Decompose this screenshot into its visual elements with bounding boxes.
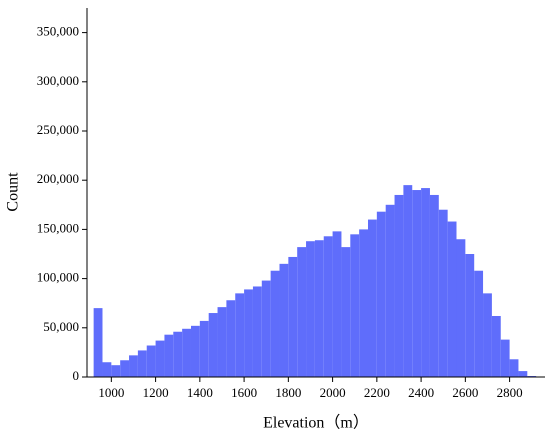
bar [465, 254, 475, 377]
bar [270, 270, 280, 377]
bar [297, 247, 307, 377]
bar [509, 359, 519, 377]
bar [314, 240, 324, 377]
y-tick-label: 300,000 [37, 73, 79, 88]
bar [235, 293, 245, 377]
y-tick-label: 250,000 [37, 122, 79, 137]
bar [261, 280, 271, 377]
bar [367, 219, 377, 377]
x-tick-label: 1600 [231, 385, 257, 400]
y-tick-label: 350,000 [37, 24, 79, 39]
bar [474, 270, 484, 377]
bar [102, 362, 112, 377]
bar [447, 221, 457, 377]
bar [164, 334, 174, 377]
y-tick-label: 50,000 [43, 319, 79, 334]
x-tick-label: 2200 [364, 385, 390, 400]
bar [120, 360, 130, 377]
bar [306, 241, 315, 377]
bar [518, 371, 528, 377]
bar [288, 256, 298, 377]
bar [403, 185, 413, 377]
bar [252, 286, 262, 377]
bar [491, 315, 501, 377]
bar [208, 313, 218, 377]
x-tick-label: 2000 [320, 385, 346, 400]
bar [146, 345, 156, 377]
bar [438, 209, 448, 377]
bar [226, 300, 236, 377]
bar [376, 211, 386, 377]
x-tick-label: 2800 [497, 385, 523, 400]
bar [500, 339, 510, 377]
bar [217, 307, 227, 377]
bar [332, 231, 342, 377]
x-tick-label: 1000 [98, 385, 124, 400]
y-tick-label: 0 [73, 368, 80, 383]
bar [359, 229, 368, 377]
bar [155, 340, 165, 377]
y-tick-label: 150,000 [37, 220, 79, 235]
bar [412, 190, 422, 377]
x-tick-label: 1200 [143, 385, 169, 400]
bar [199, 320, 209, 377]
bar [350, 234, 360, 377]
bar [483, 293, 492, 377]
bar [190, 325, 200, 377]
bar [173, 331, 183, 377]
x-axis-label: Elevation（m） [263, 414, 369, 432]
y-tick-label: 200,000 [37, 171, 79, 186]
bar [137, 350, 147, 377]
bar [394, 194, 404, 377]
x-tick-label: 2600 [452, 385, 478, 400]
x-tick-label: 1400 [187, 385, 213, 400]
bar [111, 365, 121, 377]
bar [93, 308, 103, 377]
bar [385, 204, 395, 377]
bar [429, 194, 439, 377]
bar [323, 236, 333, 377]
bar [279, 263, 289, 377]
y-axis-label: Count [5, 172, 22, 212]
x-tick-label: 1800 [275, 385, 301, 400]
bar [456, 239, 466, 377]
bar [244, 289, 253, 377]
bar [421, 188, 430, 377]
bar [341, 247, 351, 377]
bar [182, 328, 191, 377]
x-tick-label: 2400 [408, 385, 434, 400]
y-tick-label: 100,000 [37, 270, 79, 285]
bar [129, 355, 138, 377]
